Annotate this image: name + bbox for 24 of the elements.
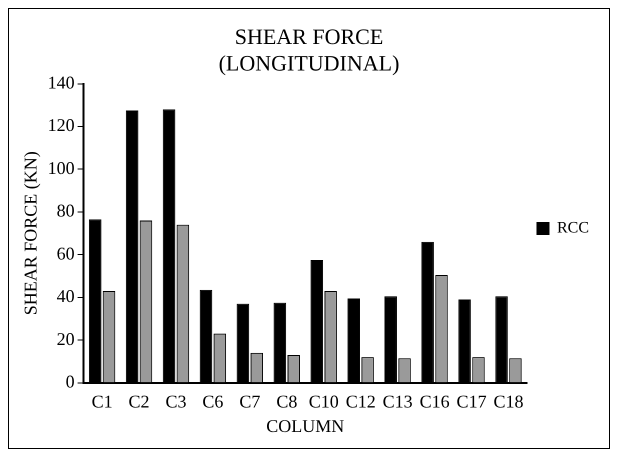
chart-title: SHEAR FORCE (LONGITUDINAL) [218,24,400,76]
x-tick-label: C8 [276,391,298,412]
y-tick-label: 120 [48,115,75,136]
y-tick-label: 80 [56,200,75,221]
legend-label: RCC [556,220,589,237]
x-tick-label: C17 [456,391,487,412]
x-tick-label: C18 [494,391,524,412]
x-tick-label: C3 [165,391,186,412]
y-tick-label: 100 [48,158,75,178]
x-tick-label: C16 [420,391,450,412]
y-tick-label: 0 [66,372,75,392]
y-tick-label: 40 [56,286,75,306]
x-tick-label: C10 [308,391,339,412]
x-tick-label: C7 [239,391,260,412]
x-tick-label: C2 [128,391,150,412]
y-tick-label: 60 [56,243,75,264]
y-tick-label: 20 [56,328,75,349]
y-axis-title: SHEAR FORCE (KN) [20,151,41,316]
x-tick-label: C1 [92,391,113,412]
x-axis-title: COLUMN [266,416,344,436]
x-tick-label: C6 [202,391,224,412]
x-tick-label: C13 [382,391,413,412]
x-tick-label: C12 [346,391,376,412]
y-tick-label: 140 [48,72,75,93]
